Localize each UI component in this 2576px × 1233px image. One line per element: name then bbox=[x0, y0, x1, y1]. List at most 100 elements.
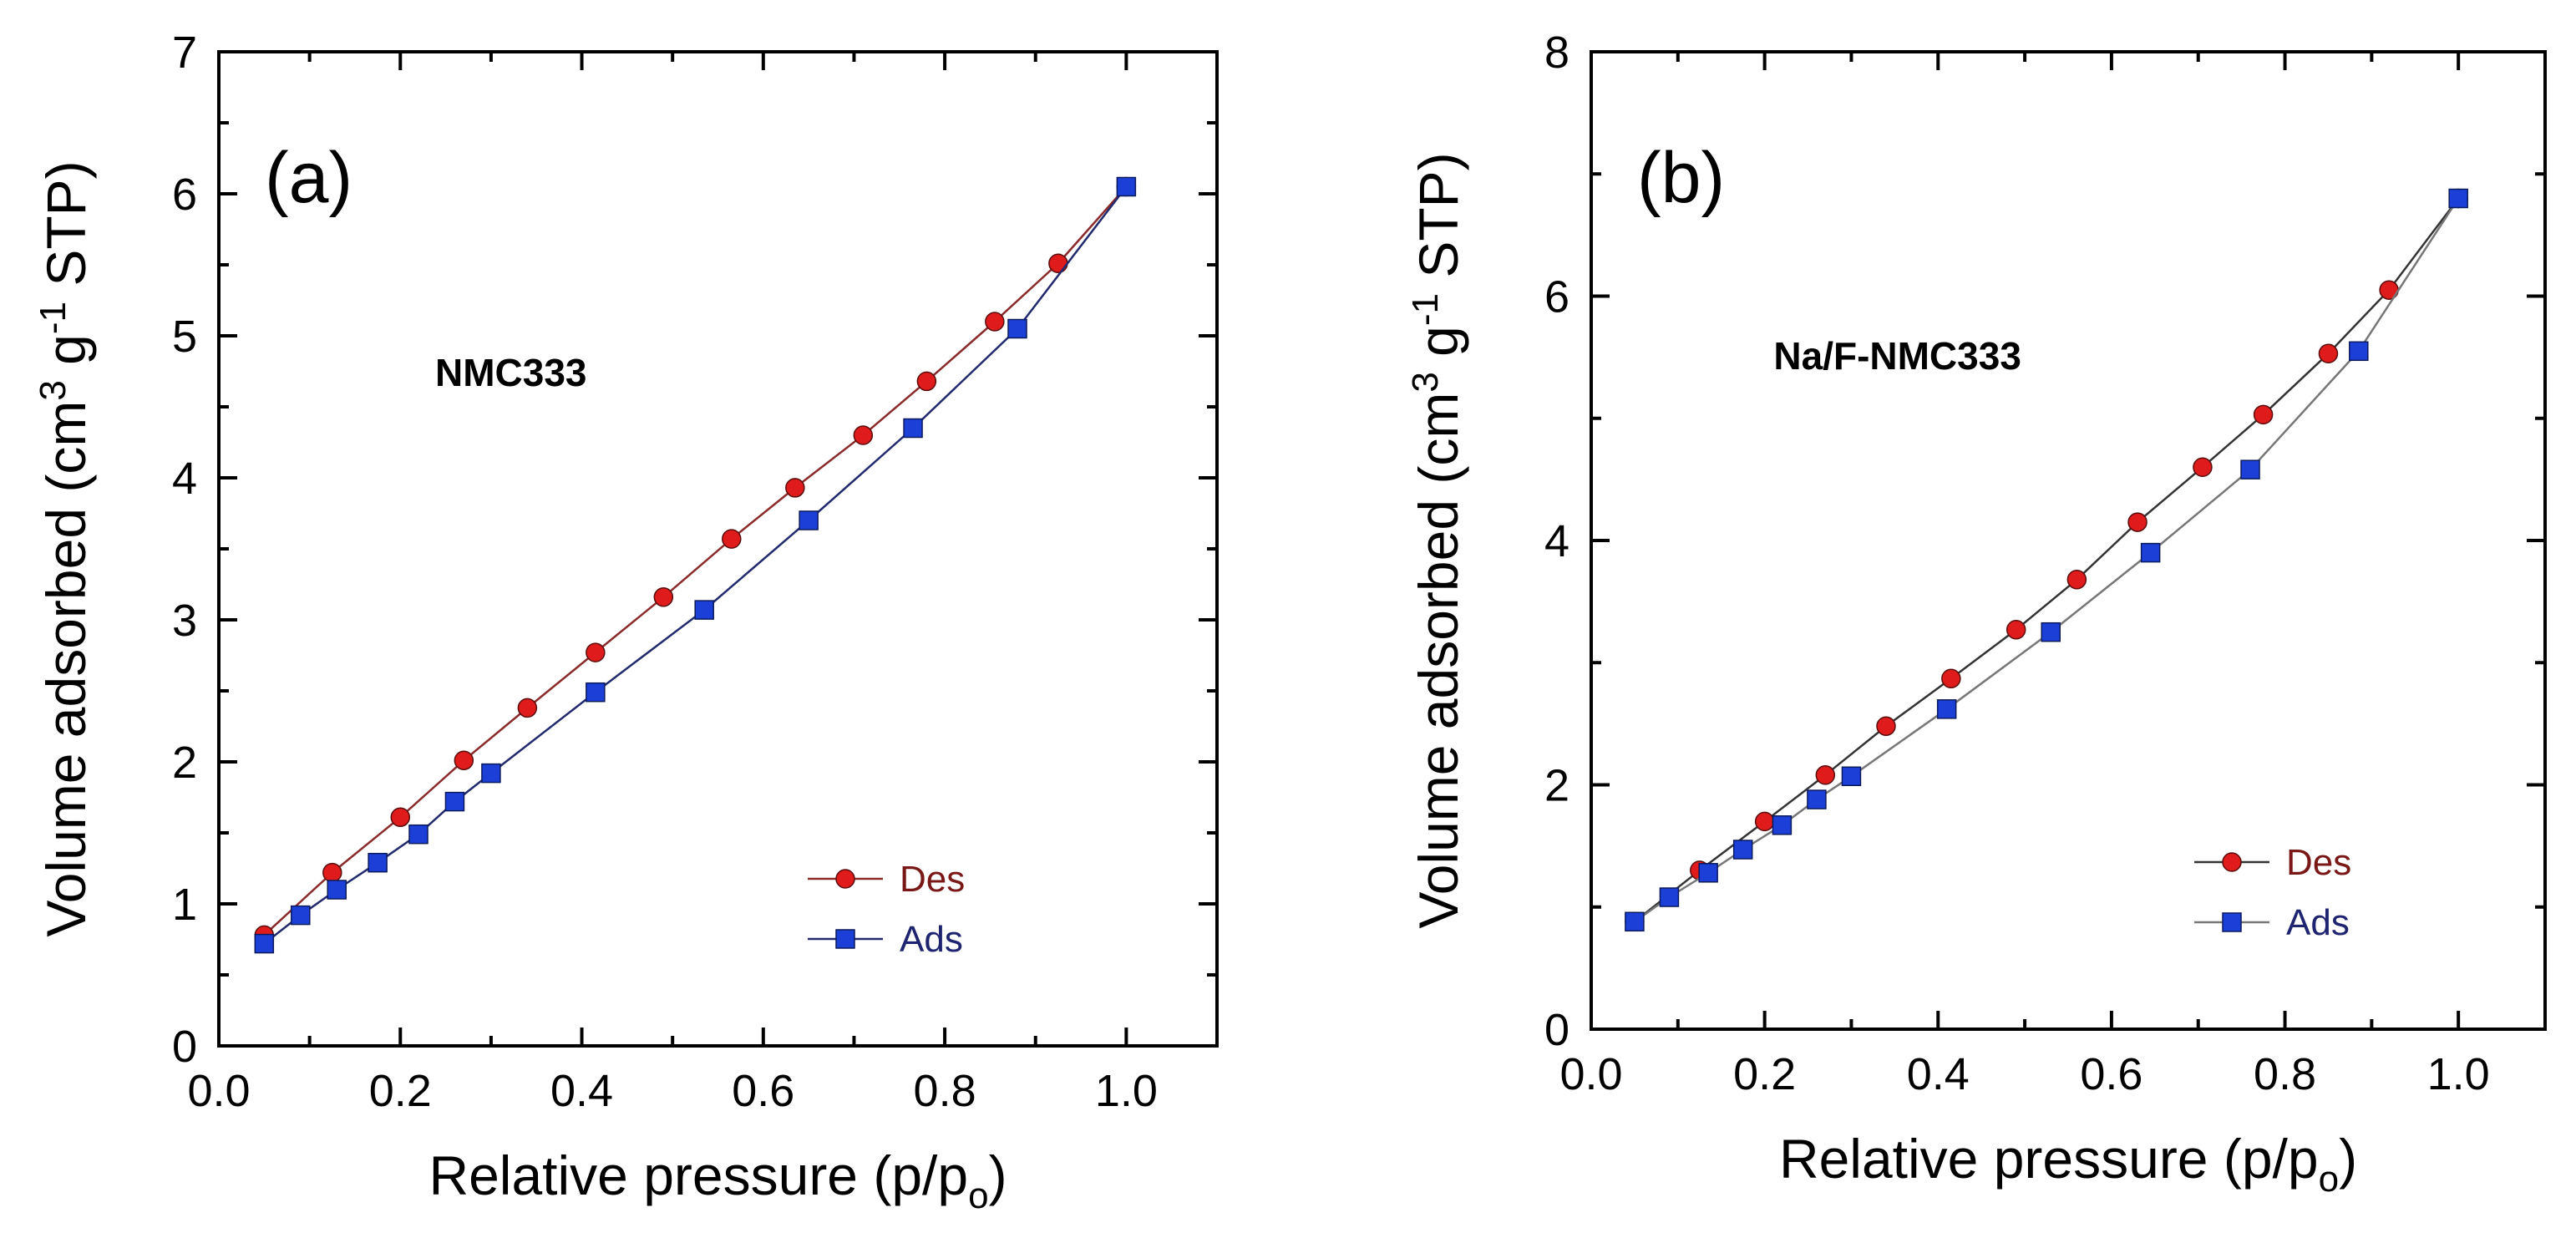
data-point-des bbox=[322, 862, 342, 883]
panel-label: (b) bbox=[1637, 138, 1725, 218]
data-point-ads bbox=[1698, 863, 1718, 883]
data-point-des bbox=[2127, 512, 2148, 532]
plot-frame bbox=[1590, 50, 2547, 1031]
data-point-ads bbox=[799, 510, 819, 530]
data-point-ads bbox=[368, 852, 388, 873]
x-tick-label: 0.8 bbox=[914, 1066, 976, 1116]
data-point-ads bbox=[444, 791, 465, 812]
y-tick-label: 0 bbox=[172, 1022, 197, 1072]
x-tick-label: 0.6 bbox=[2080, 1049, 2142, 1099]
x-tick-label: 0.0 bbox=[1559, 1049, 1622, 1099]
y-axis-title-mid: g bbox=[35, 334, 97, 380]
series-ads bbox=[1625, 188, 2468, 932]
series-line bbox=[1634, 197, 2460, 923]
x-tick-label: 1.0 bbox=[2427, 1049, 2490, 1099]
data-point-des bbox=[2193, 457, 2213, 477]
data-point-des bbox=[454, 750, 474, 771]
data-point-ads bbox=[2349, 341, 2369, 362]
y-axis-title-sup: 3 bbox=[33, 380, 74, 400]
x-axis-title-main: Relative pressure (p/p bbox=[1779, 1128, 2319, 1190]
data-point-ads bbox=[2140, 542, 2161, 563]
data-point-ads bbox=[1007, 318, 1027, 339]
y-tick-label: 1 bbox=[172, 880, 197, 930]
x-tick-label: 0.4 bbox=[550, 1066, 613, 1116]
data-point-des bbox=[1754, 811, 1775, 832]
y-axis-title-mid: g bbox=[1407, 326, 1469, 372]
series-des bbox=[254, 176, 1137, 946]
x-tick-label: 0.2 bbox=[1733, 1049, 1796, 1099]
y-axis-title-end: STP) bbox=[35, 160, 97, 302]
data-point-ads bbox=[1732, 840, 1753, 860]
y-tick-label: 6 bbox=[1544, 272, 1569, 322]
data-point-des bbox=[2066, 570, 2087, 590]
data-point-des bbox=[517, 698, 538, 718]
x-axis-title-sub: o bbox=[968, 1175, 988, 1216]
data-point-ads bbox=[2041, 622, 2061, 642]
data-point-des bbox=[2253, 404, 2274, 425]
y-tick-label: 3 bbox=[172, 596, 197, 646]
series-des bbox=[1625, 188, 2468, 932]
y-tick-label: 0 bbox=[1544, 1005, 1569, 1055]
x-axis-title-end: ) bbox=[989, 1144, 1007, 1206]
legend: Des Ads bbox=[2194, 842, 2351, 943]
y-tick-label: 4 bbox=[172, 454, 197, 504]
y-tick-label: 2 bbox=[172, 738, 197, 788]
data-point-des bbox=[390, 807, 411, 828]
data-point-ads bbox=[327, 880, 347, 900]
x-tick-label: 0.0 bbox=[187, 1066, 250, 1116]
data-point-ads bbox=[903, 418, 923, 439]
data-point-ads bbox=[408, 824, 428, 845]
y-tick-label: 5 bbox=[172, 312, 197, 362]
y-axis-title-main: Volume adsorbed (cm bbox=[35, 401, 97, 937]
data-point-ads bbox=[291, 905, 311, 926]
legend-marker-ads bbox=[2222, 912, 2242, 932]
x-axis-title-sub: o bbox=[2319, 1159, 2339, 1200]
data-point-des bbox=[853, 425, 874, 445]
y-tick-label: 7 bbox=[172, 28, 197, 78]
x-axis-title: Relative pressure (p/po) bbox=[428, 1144, 1007, 1216]
data-point-ads bbox=[586, 682, 606, 703]
data-point-des bbox=[1815, 765, 1836, 785]
data-point-ads bbox=[1807, 789, 1827, 809]
legend-label: Ads bbox=[900, 919, 963, 960]
x-tick-label: 0.2 bbox=[369, 1066, 432, 1116]
data-point-ads bbox=[1936, 699, 1957, 719]
y-axis-title-sup: -1 bbox=[1405, 293, 1446, 326]
y-axis-title-sup: -1 bbox=[33, 302, 74, 334]
data-point-des bbox=[785, 478, 805, 498]
y-axis-title-sup: 3 bbox=[1405, 372, 1446, 392]
y-tick-label: 6 bbox=[172, 170, 197, 220]
y-axis-title-main: Volume adsorbed (cm bbox=[1407, 393, 1469, 929]
data-point-ads bbox=[1625, 911, 1645, 932]
data-point-des bbox=[2318, 343, 2339, 363]
x-tick-label: 0.4 bbox=[1907, 1049, 1970, 1099]
x-tick-label: 0.8 bbox=[2254, 1049, 2316, 1099]
x-axis-title-main: Relative pressure (p/p bbox=[428, 1144, 968, 1206]
data-point-des bbox=[1941, 668, 1961, 689]
legend-label: Ads bbox=[2286, 902, 2350, 943]
x-axis-title-end: ) bbox=[2339, 1128, 2357, 1190]
y-tick-label: 2 bbox=[1544, 761, 1569, 811]
data-point-ads bbox=[481, 763, 501, 784]
legend-label: Des bbox=[2286, 842, 2351, 883]
series-line bbox=[1634, 197, 2460, 923]
sample-annotation: NMC333 bbox=[435, 351, 587, 394]
x-tick-label: 1.0 bbox=[1095, 1066, 1158, 1116]
data-point-ads bbox=[1116, 176, 1137, 197]
data-point-ads bbox=[2448, 188, 2468, 209]
data-point-des bbox=[586, 642, 606, 662]
legend-marker-des bbox=[835, 869, 855, 889]
data-point-des bbox=[722, 529, 742, 549]
data-point-des bbox=[2006, 620, 2026, 640]
data-point-ads bbox=[2240, 459, 2260, 480]
y-tick-label: 8 bbox=[1544, 28, 1569, 78]
legend-marker-ads bbox=[835, 929, 855, 949]
legend-marker-des bbox=[2222, 852, 2242, 872]
plot-frame bbox=[217, 50, 1219, 1048]
y-tick-label: 4 bbox=[1544, 516, 1569, 566]
x-tick-label: 0.6 bbox=[732, 1066, 794, 1116]
data-point-ads bbox=[1841, 766, 1862, 787]
data-point-des bbox=[1876, 716, 1896, 737]
data-point-ads bbox=[1772, 815, 1793, 835]
